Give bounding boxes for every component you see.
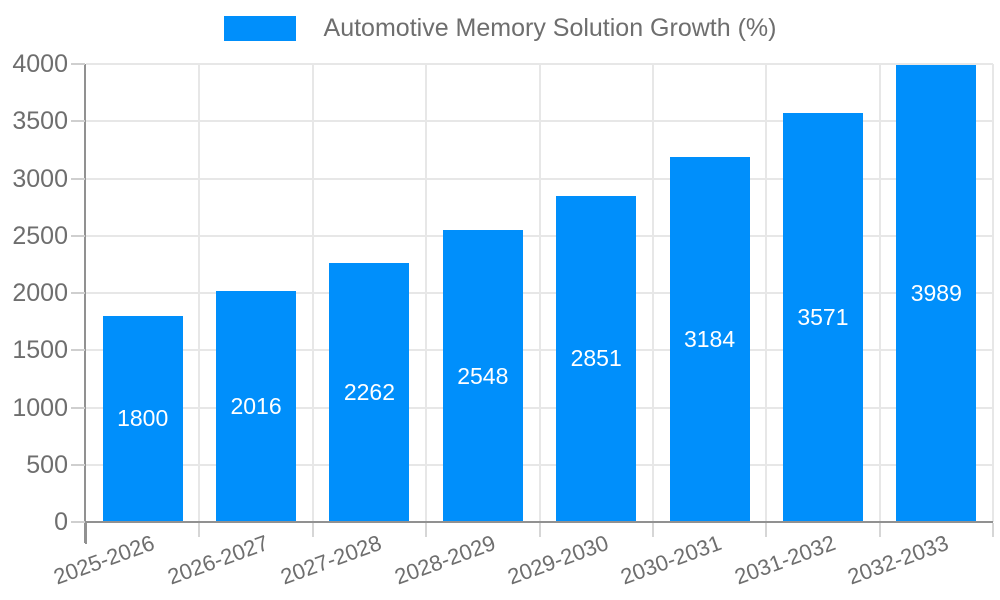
x-axis-tick bbox=[538, 523, 541, 537]
bar-value-label: 2851 bbox=[570, 345, 622, 372]
x-axis-tick bbox=[765, 523, 768, 537]
bar-2031-2032[interactable]: 3571 bbox=[782, 113, 863, 522]
y-axis-tick-label: 2000 bbox=[12, 279, 68, 307]
x-axis-category-label: 2031-2032 bbox=[731, 530, 839, 590]
y-axis-tick bbox=[71, 406, 85, 409]
bar-value-label: 2016 bbox=[230, 393, 282, 420]
y-axis-tick bbox=[71, 63, 85, 65]
x-axis-category-label: 2028-2029 bbox=[390, 530, 499, 590]
legend[interactable]: Automotive Memory Solution Growth (%) bbox=[0, 14, 1000, 43]
y-axis-tick-label: 3000 bbox=[12, 164, 68, 193]
x-axis-category-label: 2026-2027 bbox=[164, 530, 272, 590]
x-axis-tick bbox=[198, 523, 201, 537]
x-axis-category-label: 2027-2028 bbox=[277, 530, 385, 590]
plot-area: 1800 2016 2262 2548 2851 3184 3571 3989 bbox=[86, 63, 994, 522]
y-axis-tick bbox=[71, 120, 85, 123]
x-axis-category-label: 2030-2031 bbox=[617, 530, 726, 590]
y-axis-tick bbox=[71, 349, 85, 352]
bar-value-label: 2262 bbox=[343, 379, 396, 405]
gridline-vertical bbox=[425, 64, 428, 522]
y-axis-tick-label: 1000 bbox=[12, 393, 68, 422]
y-axis-tick-label: 2500 bbox=[12, 221, 68, 250]
bar-2027-2028[interactable]: 2262 bbox=[329, 263, 410, 522]
bar-value-label: 3989 bbox=[910, 280, 962, 307]
bar-2026-2027[interactable]: 2016 bbox=[216, 291, 297, 522]
y-axis-tick bbox=[71, 292, 85, 294]
bar-value-label: 1800 bbox=[117, 405, 169, 432]
y-axis-tick bbox=[71, 234, 85, 237]
bar-value-label: 3571 bbox=[797, 304, 849, 331]
y-axis-tick bbox=[71, 521, 85, 523]
x-axis-tick bbox=[85, 523, 87, 544]
x-axis-category-label: 2032-2033 bbox=[844, 530, 952, 590]
gridline-vertical bbox=[538, 64, 541, 522]
y-axis-tick-label: 500 bbox=[26, 450, 68, 479]
y-axis-tick bbox=[71, 177, 85, 180]
y-axis-tick-label: 4000 bbox=[12, 50, 68, 78]
y-axis-tick-label: 1500 bbox=[12, 336, 68, 365]
y-axis-tick-label: 3500 bbox=[12, 107, 68, 136]
y-axis-line bbox=[84, 64, 86, 543]
bar-value-label: 2548 bbox=[457, 362, 509, 389]
x-axis-tick bbox=[878, 523, 881, 537]
gridline-vertical bbox=[992, 64, 994, 522]
bar-2030-2031[interactable]: 3184 bbox=[669, 157, 750, 522]
x-axis-tick bbox=[651, 523, 654, 537]
x-axis-category-label: 2029-2030 bbox=[504, 530, 612, 590]
bar-2025-2026[interactable]: 1800 bbox=[102, 315, 183, 522]
bar-2029-2030[interactable]: 2851 bbox=[556, 195, 637, 522]
x-axis-tick bbox=[992, 523, 994, 537]
x-axis-tick bbox=[425, 523, 428, 537]
bar-2028-2029[interactable]: 2548 bbox=[442, 230, 523, 522]
legend-label: Automotive Memory Solution Growth (%) bbox=[323, 14, 777, 42]
gridline-vertical bbox=[311, 64, 314, 522]
y-axis-tick bbox=[71, 463, 85, 466]
bar-2032-2033[interactable]: 3989 bbox=[896, 65, 977, 522]
gridline-vertical bbox=[651, 64, 654, 522]
x-axis-category-label: 2025-2026 bbox=[50, 530, 159, 590]
gridline-vertical bbox=[878, 64, 881, 522]
y-axis-tick-label: 0 bbox=[54, 508, 68, 536]
x-axis-tick bbox=[311, 523, 314, 537]
legend-swatch bbox=[223, 16, 296, 41]
gridline-vertical bbox=[198, 64, 201, 522]
x-axis-line bbox=[84, 521, 993, 523]
gridline-vertical bbox=[765, 64, 768, 522]
bar-value-label: 3184 bbox=[683, 326, 736, 353]
